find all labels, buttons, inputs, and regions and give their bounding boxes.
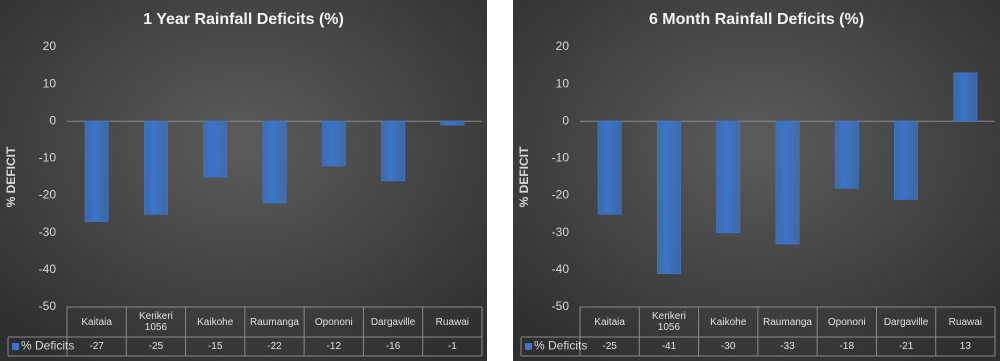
- y-tick-label: -20: [552, 188, 570, 202]
- bar: [716, 120, 741, 234]
- value-label-box: -25: [602, 341, 617, 352]
- value-label: -1: [447, 341, 457, 352]
- value-label-box: -12: [326, 341, 341, 352]
- x-tick-label: Kaikohe: [710, 316, 747, 328]
- x-tick-label-box: Kaikohe: [710, 316, 747, 328]
- value-label: -12: [326, 341, 341, 352]
- value-label: 13: [959, 341, 971, 352]
- y-tick-label: 20: [43, 39, 57, 53]
- y-tick-label: -30: [39, 225, 57, 239]
- value-label: -30: [720, 341, 736, 352]
- bar: [203, 120, 228, 178]
- x-tick-label: Ruawai: [948, 316, 983, 328]
- bar: [953, 72, 978, 122]
- chart-panel: 1 Year Rainfall Deficits (%) % DEFICIT -50…: [0, 0, 487, 361]
- y-axis-label: % DEFICIT: [4, 146, 18, 207]
- x-tick-label: Ruawai: [435, 316, 470, 328]
- x-tick-label-box: Raumanga: [250, 316, 299, 328]
- value-label: -33: [780, 341, 795, 352]
- value-label-box: -16: [385, 341, 401, 352]
- x-tick-label-box: Kaikohe: [197, 316, 234, 328]
- value-label: -41: [661, 341, 677, 352]
- value-label-box: -1: [447, 341, 457, 352]
- x-tick-label-box: Kaitaia: [594, 316, 625, 328]
- x-tick-label-box: Ruawai: [435, 316, 470, 328]
- x-tick-label: Kerikeri 1056: [651, 311, 686, 333]
- x-tick-label-box: Opononi: [827, 316, 866, 328]
- legend-label: % Deficits: [534, 339, 587, 353]
- legend-marker: [525, 343, 532, 350]
- y-tick-label: -10: [552, 151, 570, 165]
- x-tick-label-box: Kaitaia: [81, 316, 112, 328]
- x-tick-label: Raumanga: [250, 316, 299, 328]
- value-label: -18: [839, 341, 854, 352]
- x-tick-label: Kaikohe: [197, 316, 234, 328]
- value-label-box: -18: [839, 341, 854, 352]
- x-tick-label: Raumanga: [763, 316, 812, 328]
- value-label: -25: [148, 341, 164, 352]
- x-tick-label: Dargaville: [883, 316, 929, 328]
- x-tick-label: Kerikeri 1056: [138, 311, 173, 333]
- value-label-box: -30: [720, 341, 736, 352]
- value-label-box: -41: [661, 341, 677, 352]
- y-tick-label: 10: [43, 76, 57, 90]
- bar: [656, 120, 681, 275]
- y-tick-label: -40: [552, 262, 570, 276]
- legend-marker: [12, 343, 19, 350]
- y-tick-label: -30: [552, 225, 570, 239]
- bar: [440, 120, 465, 126]
- x-tick-label-box: Dargaville: [883, 316, 929, 328]
- bar: [775, 120, 800, 245]
- value-label-box: -22: [267, 341, 282, 352]
- value-label-box: -25: [148, 341, 164, 352]
- x-tick-label: Opononi: [314, 316, 353, 328]
- x-tick-label: Dargaville: [370, 316, 416, 328]
- value-label: -22: [267, 341, 282, 352]
- x-tick-label-box: Kerikeri 1056: [651, 311, 686, 333]
- x-tick-label-box: Kerikeri 1056: [138, 311, 173, 333]
- value-label-box: -27: [89, 341, 104, 352]
- y-tick-label: 10: [556, 76, 570, 90]
- value-label: -27: [89, 341, 104, 352]
- value-label-box: 13: [959, 341, 971, 352]
- y-tick-label: -10: [39, 151, 57, 165]
- panel-background: [0, 0, 487, 361]
- value-label-box: -15: [207, 341, 223, 352]
- bar: [894, 120, 919, 200]
- x-tick-label-box: Opononi: [314, 316, 353, 328]
- value-label: -21: [898, 341, 914, 352]
- bar: [262, 120, 287, 204]
- legend-label: % Deficits: [21, 339, 74, 353]
- y-tick-label: 20: [556, 39, 570, 53]
- bar: [597, 120, 622, 215]
- bar: [84, 120, 109, 223]
- chart-title: 6 Month Rainfall Deficits (%): [649, 11, 864, 28]
- bar: [143, 120, 168, 215]
- y-tick-label: -20: [39, 188, 57, 202]
- value-label-box: -33: [780, 341, 795, 352]
- y-tick-label: 0: [562, 113, 569, 127]
- chart-panel: 6 Month Rainfall Deficits (%) % DEFICIT -5…: [513, 0, 1000, 361]
- chart-title: 1 Year Rainfall Deficits (%): [143, 11, 344, 28]
- x-tick-label: Opononi: [827, 316, 866, 328]
- bar: [381, 120, 406, 182]
- bar: [321, 120, 346, 167]
- x-tick-label: Kaitaia: [594, 316, 625, 328]
- value-label: -15: [207, 341, 223, 352]
- panel-background: [513, 0, 1000, 361]
- value-label: -16: [385, 341, 401, 352]
- y-tick-label: 0: [49, 113, 56, 127]
- x-tick-label: Kaitaia: [81, 316, 112, 328]
- x-tick-label-box: Dargaville: [370, 316, 416, 328]
- x-tick-label-box: Ruawai: [948, 316, 983, 328]
- y-tick-label: -50: [39, 299, 57, 313]
- value-label-box: -21: [898, 341, 914, 352]
- y-tick-label: -50: [552, 299, 570, 313]
- value-label: -25: [602, 341, 617, 352]
- x-tick-label-box: Raumanga: [763, 316, 812, 328]
- bar: [834, 120, 859, 189]
- y-tick-label: -40: [39, 262, 57, 276]
- y-axis-label: % DEFICIT: [517, 146, 531, 207]
